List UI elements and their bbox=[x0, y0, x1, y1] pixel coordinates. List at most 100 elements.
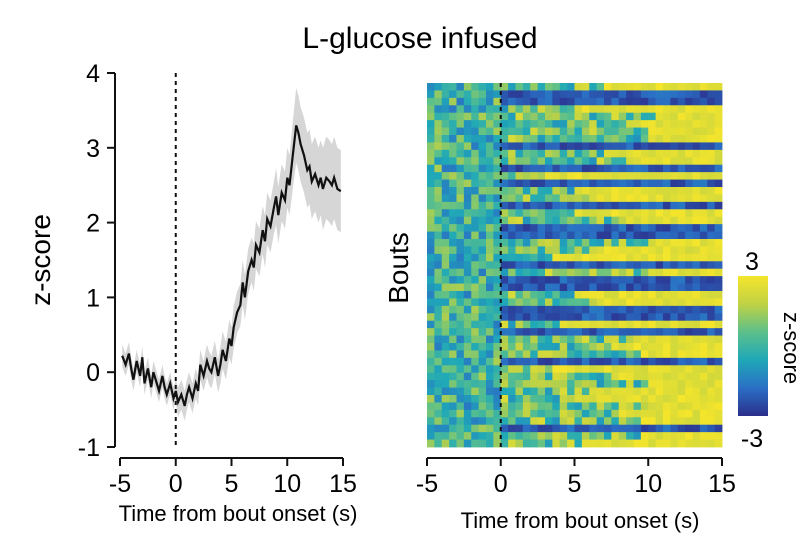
heatmap-cell bbox=[633, 283, 642, 292]
heatmap-cell bbox=[508, 105, 516, 114]
heatmap-cell bbox=[545, 164, 553, 173]
heatmap-cell bbox=[559, 201, 568, 210]
heatmap-cell bbox=[537, 276, 546, 284]
heatmap-cell bbox=[434, 261, 443, 270]
heatmap-cell bbox=[648, 335, 657, 344]
heatmap-cell bbox=[640, 320, 649, 329]
heatmap-cell bbox=[434, 320, 443, 329]
heatmap-cell bbox=[567, 246, 575, 255]
heatmap-cell bbox=[449, 97, 457, 106]
heatmap-cell bbox=[648, 417, 657, 426]
heatmap-cell bbox=[633, 343, 642, 351]
heatmap-cell bbox=[707, 164, 716, 173]
heatmap-cell bbox=[699, 439, 708, 448]
heatmap-cell bbox=[449, 149, 457, 158]
heatmap-cell bbox=[522, 120, 531, 128]
heatmap-cell bbox=[449, 291, 457, 299]
heatmap-cell bbox=[508, 305, 516, 314]
heatmap-cell bbox=[618, 253, 627, 262]
heatmap-cell bbox=[567, 380, 575, 388]
heatmap-cell bbox=[545, 276, 553, 284]
heatmap-cell bbox=[522, 105, 531, 114]
heatmap-cell bbox=[604, 283, 612, 292]
heatmap-cell bbox=[449, 424, 457, 433]
heatmap-cell bbox=[508, 343, 516, 351]
heatmap-cell bbox=[434, 246, 443, 255]
heatmap-cell bbox=[640, 149, 649, 158]
heatmap-cell bbox=[596, 112, 605, 121]
heatmap-cell bbox=[685, 253, 693, 262]
heatmap-cell bbox=[441, 350, 450, 359]
heatmap-cell bbox=[685, 209, 693, 218]
heatmap-cell bbox=[515, 224, 524, 232]
heatmap-cell bbox=[463, 387, 472, 396]
heatmap-cell bbox=[626, 112, 634, 121]
heatmap-cell bbox=[441, 194, 450, 203]
heatmap-cell bbox=[685, 239, 693, 247]
heatmap-cell bbox=[581, 120, 590, 128]
heatmap-cell bbox=[463, 201, 472, 210]
heatmap-cell bbox=[618, 335, 627, 344]
heatmap-cell bbox=[655, 164, 664, 173]
heatmap-cell bbox=[559, 320, 568, 329]
heatmap-cell bbox=[574, 179, 583, 188]
heatmap-cell bbox=[685, 276, 693, 284]
heatmap-cell bbox=[670, 409, 679, 418]
heatmap-cell bbox=[670, 157, 679, 166]
heatmap-cell bbox=[478, 343, 487, 351]
heatmap-cell bbox=[552, 387, 561, 396]
heatmap-cell bbox=[581, 97, 590, 106]
heatmap-cell bbox=[626, 90, 634, 99]
heatmap-cell bbox=[508, 149, 516, 158]
heatmap-cell bbox=[493, 409, 502, 418]
heatmap-cell bbox=[567, 387, 575, 396]
heatmap-cell bbox=[574, 328, 583, 336]
heatmap-cell bbox=[604, 357, 612, 366]
heatmap-cell bbox=[434, 372, 443, 381]
heatmap-cell bbox=[486, 135, 494, 143]
heatmap-cell bbox=[515, 149, 524, 158]
heatmap-cell bbox=[522, 231, 531, 240]
heatmap-cell bbox=[500, 305, 509, 314]
heatmap-cell bbox=[714, 164, 723, 173]
heatmap-cell bbox=[581, 409, 590, 418]
heatmap-cell bbox=[500, 246, 509, 255]
heatmap-cell bbox=[670, 83, 679, 91]
heatmap-cell bbox=[611, 335, 620, 344]
heatmap-cell bbox=[618, 417, 627, 426]
heatmap-cell bbox=[692, 231, 701, 240]
heatmap-cell bbox=[456, 149, 465, 158]
heatmap-cell bbox=[611, 343, 620, 351]
heatmap-cell bbox=[648, 90, 657, 99]
x-tick-label: 10 bbox=[634, 470, 662, 498]
heatmap-cell bbox=[567, 105, 575, 114]
heatmap-cell bbox=[670, 187, 679, 195]
heatmap-cell bbox=[522, 343, 531, 351]
heatmap-cell bbox=[640, 187, 649, 195]
heatmap-cell bbox=[530, 261, 539, 270]
heatmap-cell bbox=[604, 261, 612, 270]
heatmap-cell bbox=[604, 172, 612, 180]
heatmap-cell bbox=[655, 298, 664, 307]
heatmap-cell bbox=[471, 268, 480, 277]
confidence-band bbox=[122, 88, 341, 421]
heatmap-cell bbox=[508, 350, 516, 359]
heatmap-cell bbox=[699, 239, 708, 247]
heatmap-cell bbox=[508, 313, 516, 322]
heatmap-cell bbox=[589, 305, 598, 314]
heatmap-cell bbox=[626, 305, 634, 314]
heatmap-cell bbox=[449, 209, 457, 218]
heatmap-cell bbox=[537, 313, 546, 322]
heatmap-cell bbox=[427, 231, 435, 240]
heatmap-cell bbox=[530, 424, 539, 433]
heatmap-cell bbox=[626, 105, 634, 114]
heatmap-cell bbox=[611, 112, 620, 121]
heatmap-cell bbox=[500, 335, 509, 344]
heatmap-cell bbox=[596, 365, 605, 374]
heatmap-cell bbox=[537, 112, 546, 121]
heatmap-cell bbox=[441, 283, 450, 292]
heatmap-cell bbox=[581, 231, 590, 240]
heatmap-cell bbox=[478, 135, 487, 143]
heatmap-cell bbox=[434, 350, 443, 359]
heatmap-cell bbox=[537, 417, 546, 426]
